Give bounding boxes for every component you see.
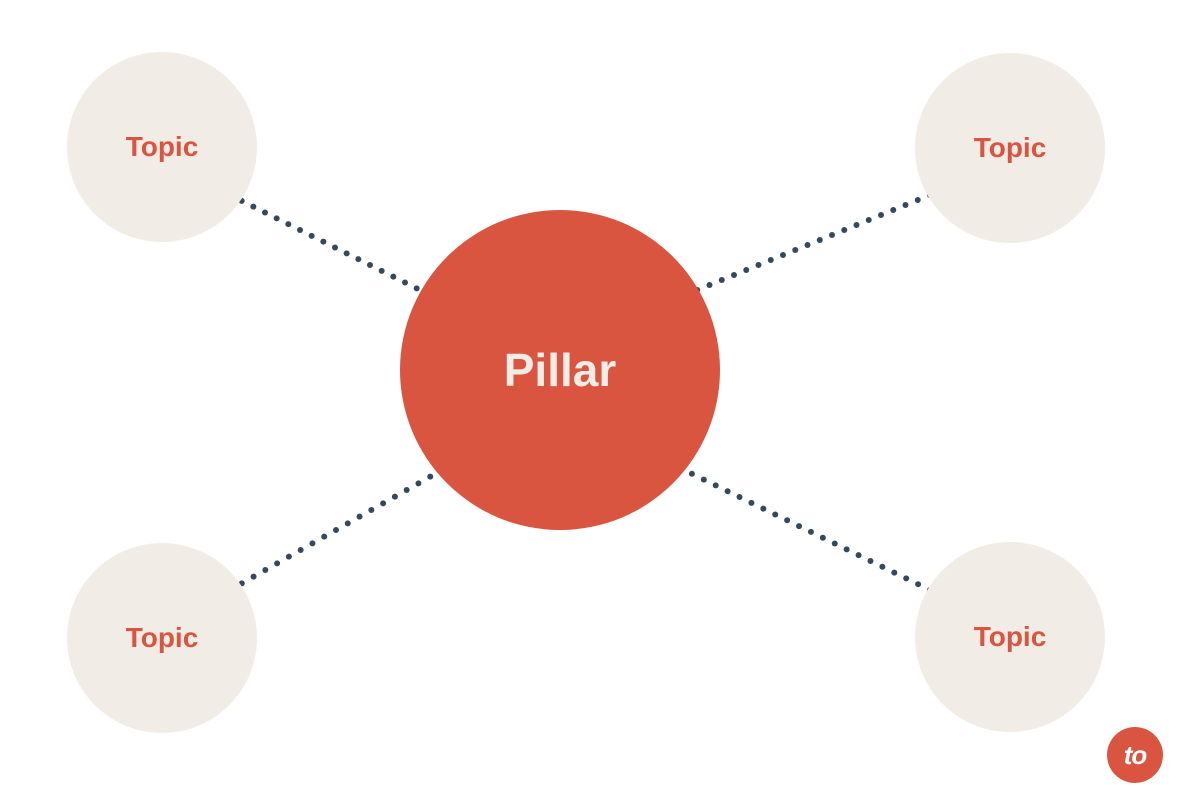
pillar-center-node: Pillar (400, 210, 720, 530)
topic-node-1: Topic (915, 53, 1105, 243)
pillar-topic-diagram: PillarTopicTopicTopicTopicto (0, 0, 1200, 800)
topic-node-2: Topic (67, 543, 257, 733)
topic-node-3: Topic (915, 542, 1105, 732)
topic-node-0: Topic (67, 52, 257, 242)
